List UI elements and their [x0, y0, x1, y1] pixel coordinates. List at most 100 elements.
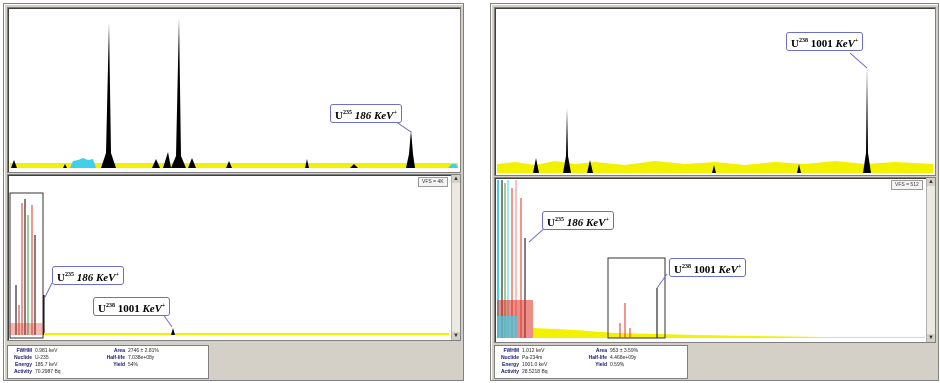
callout-unit: KeV: [718, 264, 739, 276]
fwhm-value: 0.981 keV: [35, 348, 58, 354]
callout-mass: 238: [105, 303, 115, 309]
peak-info-box-right: FWHM 1.012 keV Nuclide Pa-234m Energy 1001.…: [494, 345, 688, 379]
peak: [350, 164, 358, 168]
yield-value: 54%: [128, 362, 139, 368]
activity-value: 28.5218 Bq: [522, 369, 548, 375]
callout-unit: KeV: [835, 38, 856, 50]
baseline-fill: [10, 163, 458, 168]
cyan-region-right: [448, 164, 458, 168]
spectrum-window-left: U235 186 KeV+ ▲ ▼ VFS = 4K U235: [3, 3, 464, 381]
info-row-halflife: Half-life 7.038e+08y: [106, 355, 155, 361]
callout-element: U: [791, 38, 799, 50]
spectrum-lower-plot-left: [9, 192, 449, 339]
cyan-region: [70, 158, 96, 168]
info-row-activity: Activity 28.5218 Bq: [500, 369, 548, 375]
callout-unit: KeV: [585, 217, 606, 229]
spectrum-upper-plot-left: [10, 18, 458, 168]
selection-box: [9, 192, 44, 339]
scroll-down-icon[interactable]: ▼: [452, 332, 460, 340]
peak: [863, 66, 871, 173]
callout-element: U: [335, 110, 343, 122]
info-row-area: Area 953 ± 3.59%: [595, 348, 639, 354]
yield-value: 0.59%: [610, 362, 625, 368]
vfs-label: VFS = 4K: [418, 177, 448, 187]
callout-unit: KeV: [142, 303, 163, 315]
info-row-yield: Yield 0.59%: [595, 362, 625, 368]
scroll-up-icon[interactable]: ▲: [927, 178, 935, 186]
peak: [11, 160, 17, 168]
info-row-activity: Activity 70.2987 Bq: [13, 369, 61, 375]
area-value: 953 ± 3.59%: [610, 348, 639, 354]
info-row-energy: Energy 185.7 keV: [15, 362, 58, 368]
callout-u235-lower-right: U235 186 KeV+: [542, 211, 614, 230]
selection-box: [607, 257, 666, 339]
halflife-value: 4.468e+09y: [610, 355, 637, 361]
callout-mass: 235: [554, 217, 564, 223]
callout-element: U: [98, 303, 106, 315]
callout-pointer: [656, 273, 668, 289]
callout-energy: 1001: [810, 38, 833, 50]
callout-energy: 186: [566, 217, 584, 229]
low-energy-fill: [497, 316, 517, 338]
activity-value: 70.2987 Bq: [35, 369, 61, 375]
callout-element: U: [674, 264, 682, 276]
callout-mass: 238: [681, 264, 691, 270]
info-row-yield: Yield 54%: [113, 362, 139, 368]
peaks-upper-left: [11, 18, 415, 168]
callout-u238-upper-right: U238 1001 KeV+: [786, 32, 864, 51]
baseline-fill: [533, 328, 925, 338]
spectrum-lower-panel-right[interactable]: ▲ ▼ VFS = 512 U235 186 KeV+ U238 1001 Ke…: [494, 177, 936, 343]
scroll-up-icon[interactable]: ▲: [452, 175, 460, 183]
vertical-scrollbar[interactable]: ▲ ▼: [451, 175, 460, 340]
callout-element: U: [57, 272, 65, 284]
peaks-upper-right: [533, 66, 871, 173]
callout-pointer: [849, 52, 868, 69]
peak: [712, 165, 716, 173]
peak-u238: [171, 328, 175, 335]
peak: [305, 159, 309, 168]
callout-unit: KeV: [373, 110, 394, 122]
info-row-area: Area 2746 ± 2.81%: [113, 348, 159, 354]
callout-mass: 238: [798, 38, 808, 44]
scroll-down-icon[interactable]: ▼: [927, 334, 935, 342]
spectrum-upper-panel-right[interactable]: U238 1001 KeV+: [494, 7, 936, 176]
peak: [152, 159, 160, 168]
info-row-fwhm: FWHM 1.012 keV: [503, 348, 545, 354]
info-row-halflife: Half-life 4.468e+09y: [588, 355, 637, 361]
peak: [533, 158, 539, 173]
fwhm-value: 1.012 keV: [522, 348, 545, 354]
spectrum-upper-plot-right: [497, 52, 933, 173]
peak: [226, 161, 232, 168]
vfs-label: VFS = 512: [891, 180, 923, 190]
area-value: 2746 ± 2.81%: [128, 348, 159, 354]
spectrum-lower-panel-left[interactable]: ▲ ▼ VFS = 4K U235 186 KeV+ U238 1001 KeV…: [7, 174, 461, 341]
info-row-fwhm: FWHM 0.981 keV: [16, 348, 58, 354]
nuclide-value: U-235: [35, 355, 49, 361]
info-row-energy: Energy 1001.0 keV: [502, 362, 548, 368]
halflife-value: 7.038e+08y: [128, 355, 155, 361]
peak: [587, 160, 593, 173]
peak-info-box-left: FWHM 0.981 keV Nuclide U-235 Energy 185.7 k…: [7, 345, 209, 379]
peak: [63, 164, 67, 168]
spectrum-window-right: U238 1001 KeV+ ▲ ▼: [490, 3, 939, 381]
peak: [797, 164, 801, 173]
callout-element: U: [547, 217, 555, 229]
energy-value: 1001.0 keV: [522, 362, 548, 368]
low-energy-fill: [10, 323, 44, 335]
callout-u235-lower-left: U235 186 KeV+: [52, 266, 124, 285]
peak: [171, 18, 186, 168]
vertical-scrollbar[interactable]: ▲ ▼: [926, 178, 935, 342]
peak: [188, 158, 196, 168]
callout-pointer: [44, 282, 53, 298]
info-row-nuclide: Nuclide Pa-234m: [500, 355, 543, 361]
callout-energy: 1001: [693, 264, 716, 276]
spectrum-lower-plot-right: [497, 180, 925, 339]
callout-energy: 186: [76, 272, 94, 284]
baseline-fill: [497, 161, 933, 173]
baseline-fill: [44, 333, 449, 335]
peak: [163, 152, 171, 168]
nuclide-value: Pa-234m: [522, 355, 543, 361]
info-row-nuclide: Nuclide U-235: [13, 355, 49, 361]
spectrum-upper-panel-left[interactable]: U235 186 KeV+: [7, 7, 461, 173]
callout-u238-lower-left: U238 1001 KeV+: [93, 297, 171, 316]
